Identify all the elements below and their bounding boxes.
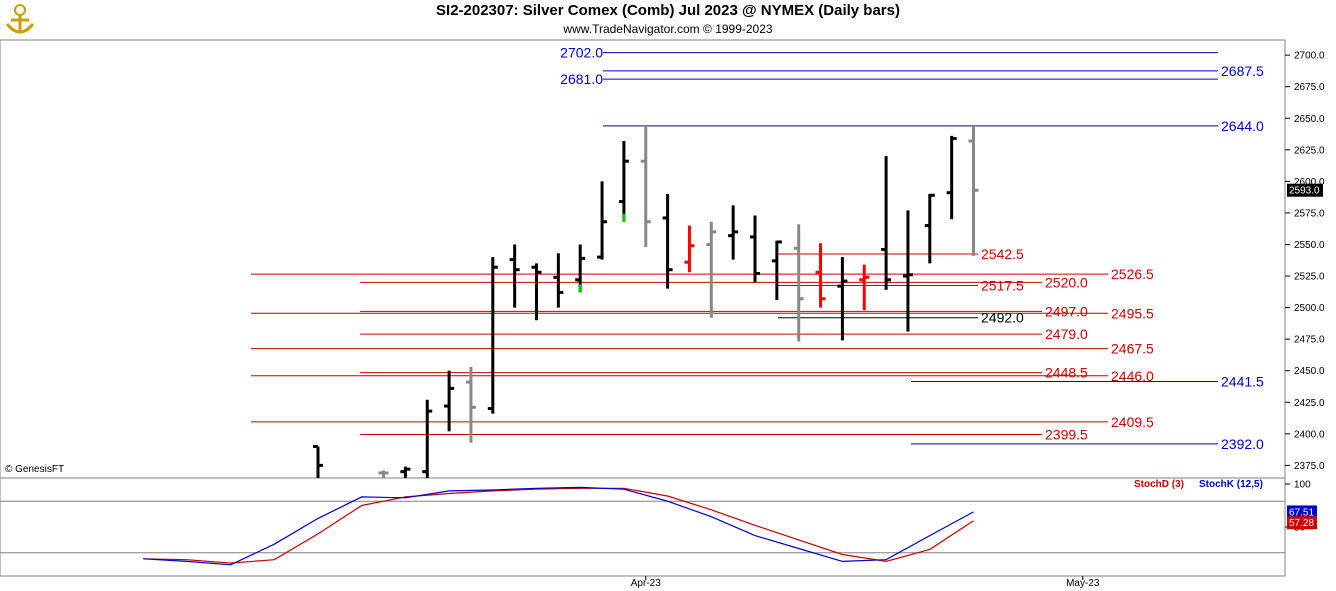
y-axis-tick-label: 2625.0: [1294, 145, 1325, 156]
ohlc-bar: [575, 244, 586, 293]
y-axis-tick-label: 2400.0: [1294, 429, 1325, 440]
ohlc-bar: [902, 210, 913, 332]
level-label: 2399.5: [1045, 426, 1088, 442]
last-price-label: 2593.0: [1289, 186, 1320, 197]
stoch-k-value-box: [1287, 505, 1317, 519]
ohlc-bar: [313, 444, 323, 478]
y-axis-tick-label: 2450.0: [1294, 366, 1325, 377]
ohlc-bar: [531, 263, 542, 321]
ohlc-bar: [728, 205, 739, 260]
level-label: 2392.0: [1221, 436, 1264, 452]
level-label: 2441.5: [1221, 373, 1264, 389]
ohlc-bar: [618, 140, 629, 222]
ohlc-bar: [968, 125, 979, 256]
stoch-d-line: [143, 487, 974, 564]
level-label: 2687.5: [1221, 63, 1264, 79]
level-label: 2526.5: [1111, 266, 1154, 282]
ohlc-bar: [487, 257, 498, 414]
y-axis-tick-label: 2675.0: [1294, 82, 1325, 93]
level-label: 2520.0: [1045, 274, 1088, 290]
price-panel-frame: [0, 39, 1286, 479]
credit-text: © GenesisFT: [5, 464, 64, 475]
ohlc-bar: [597, 181, 608, 260]
x-axis-tick-label: Apr-23: [631, 578, 661, 589]
ohlc-bar: [881, 156, 892, 290]
stoch-d-value: 57.28: [1289, 518, 1314, 529]
ohlc-bar: [422, 399, 433, 478]
level-label: 2467.5: [1111, 341, 1154, 357]
stoch-k-value: 67.51: [1289, 507, 1314, 518]
level-label: 2479.0: [1045, 326, 1088, 342]
ohlc-bar: [444, 370, 455, 432]
stoch-axis-tick-label: 100: [1294, 480, 1311, 491]
last-price-box: [1287, 183, 1323, 197]
y-axis-tick-label: 2700.0: [1294, 51, 1325, 62]
level-label: 2495.5: [1111, 305, 1154, 321]
ohlc-bar: [684, 225, 695, 273]
ohlc-bar: [837, 257, 848, 341]
stoch-d-legend: StochD (3): [1134, 479, 1184, 490]
level-label: 2492.0: [981, 310, 1024, 326]
stoch-k-legend: StochK (12,5): [1199, 479, 1263, 490]
y-axis-tick-label: 2525.0: [1294, 272, 1325, 283]
chart-title: SI2-202307: Silver Comex (Comb) Jul 2023…: [436, 2, 900, 19]
ohlc-bar: [815, 243, 826, 308]
ohlc-bar: [400, 466, 411, 478]
level-label: 2644.0: [1221, 118, 1264, 134]
y-axis-tick-label: 2425.0: [1294, 398, 1325, 409]
ohlc-bar: [750, 215, 760, 283]
ohlc-bar: [924, 193, 935, 264]
ohlc-bar: [706, 221, 717, 318]
x-axis-tick-label: May-23: [1066, 578, 1100, 589]
ohlc-bar: [640, 125, 651, 248]
ohlc-bar: [509, 244, 520, 308]
ohlc-bar: [465, 366, 476, 443]
y-axis-tick-label: 2550.0: [1294, 240, 1325, 251]
level-label: 2702.0: [560, 45, 603, 61]
level-label: 2681.0: [560, 71, 603, 87]
y-axis-tick-label: 2475.0: [1294, 335, 1325, 346]
level-label: 2497.0: [1045, 303, 1088, 319]
stoch-k-line: [143, 486, 974, 566]
ohlc-bar: [553, 253, 564, 308]
y-axis-tick-label: 2650.0: [1294, 114, 1325, 125]
ohlc-bar: [793, 224, 804, 342]
y-axis-tick-label: 2600.0: [1294, 177, 1325, 188]
chart-subtitle: www.TradeNavigator.com © 1999-2023: [563, 22, 773, 36]
level-label: 2542.5: [981, 246, 1024, 262]
stoch-d-value-box: [1287, 516, 1317, 530]
ohlc-bar: [771, 240, 782, 301]
chart-header: SI2-202307: Silver Comex (Comb) Jul 2023…: [0, 0, 1336, 40]
level-label: 2517.5: [981, 278, 1024, 294]
ohlc-bar: [946, 135, 957, 220]
level-label: 2409.5: [1111, 414, 1154, 430]
level-label: 2448.5: [1045, 365, 1088, 381]
anchor-logo-icon: [5, 4, 35, 34]
y-axis-tick-label: 2375.0: [1294, 461, 1325, 472]
y-axis-tick-label: 2575.0: [1294, 208, 1325, 219]
ohlc-bar: [859, 264, 870, 311]
ohlc-bar: [378, 470, 389, 478]
ohlc-bar: [662, 193, 673, 289]
level-label: 2446.0: [1111, 368, 1154, 384]
y-axis-tick-label: 2500.0: [1294, 303, 1325, 314]
